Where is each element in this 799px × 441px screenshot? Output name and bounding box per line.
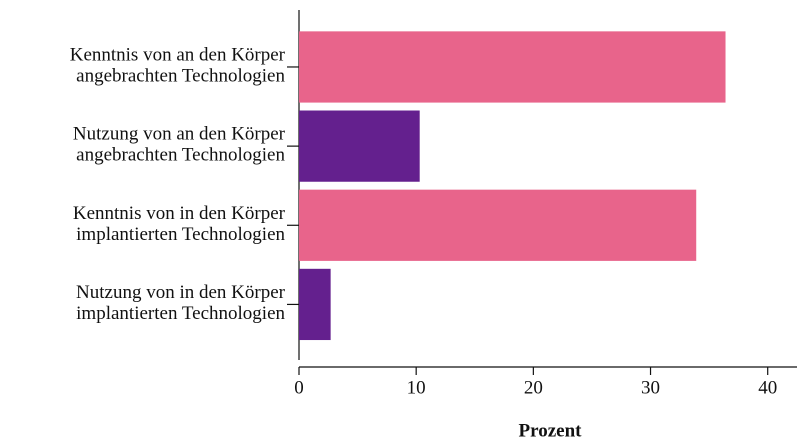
bar (299, 268, 331, 341)
y-tick-label: Nutzung von in den Körper implantierten T… (76, 282, 286, 324)
bar (299, 189, 697, 261)
x-tick-label: 20 (524, 377, 543, 398)
x-tick-label: 10 (407, 377, 426, 398)
y-tick-label: Kenntnis von an den Körper angebrachten T… (70, 45, 286, 87)
bar (299, 31, 726, 103)
x-tick-label: 40 (758, 377, 777, 398)
y-tick-label: Kenntnis von in den Körper implantierten … (73, 203, 286, 245)
x-tick-label: 0 (294, 377, 304, 398)
x-axis-label: Prozent (519, 420, 583, 441)
bar (299, 110, 420, 182)
y-tick-label: Nutzung von an den Körper angebrachten Te… (73, 124, 286, 166)
x-tick-label: 30 (641, 377, 660, 398)
